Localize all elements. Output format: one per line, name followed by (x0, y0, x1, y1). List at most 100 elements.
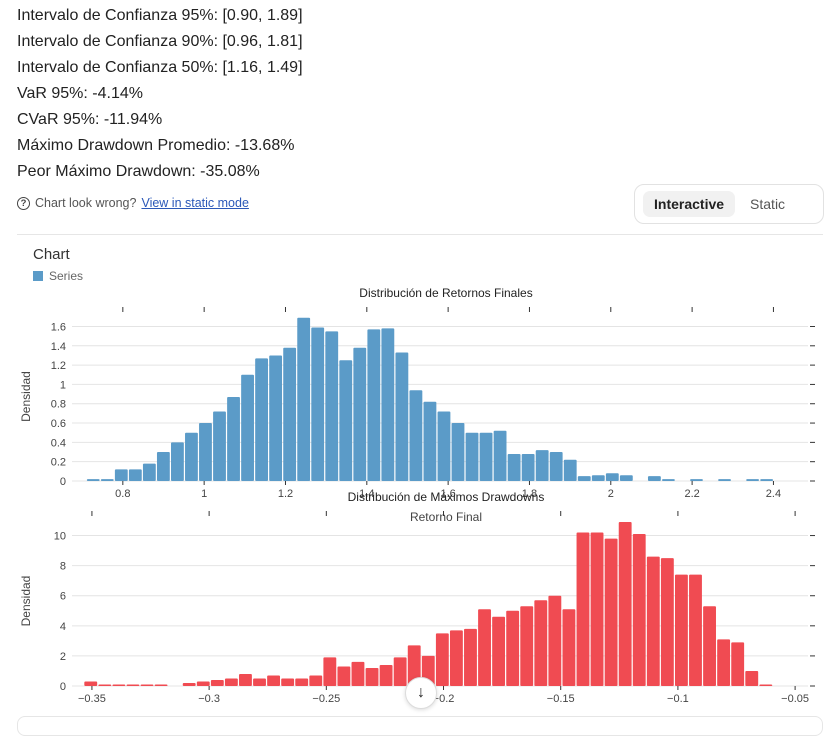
chart1-bar (255, 358, 269, 481)
chart2-ytick-label: 6 (60, 591, 66, 603)
chart2-ytick-label: 2 (60, 651, 66, 663)
chart2-bar (309, 675, 323, 686)
chart1-bar (521, 453, 535, 481)
chart1-bar (227, 396, 240, 481)
chart1-xtick-label: 0.8 (115, 488, 130, 500)
chart1-xtick-label: 1.2 (278, 488, 293, 500)
chart-panel-title: Chart (33, 246, 70, 263)
chart2-bar (646, 556, 660, 686)
chart1-bar (353, 347, 367, 481)
chart1-bar (269, 355, 283, 481)
chart1-ytick-label: 0 (60, 476, 66, 488)
chart1-bar (451, 423, 465, 481)
stat-worst-max-drawdown: Peor Máximo Drawdown: -35.08% (17, 163, 260, 180)
chart2-bar (295, 678, 309, 686)
chart2-bar (267, 675, 281, 686)
chart2-ylabel: Densidad (19, 576, 33, 627)
chart1-bar (156, 452, 170, 481)
chart1-bar (535, 450, 549, 481)
stat-ci-50: Intervalo de Confianza 50%: [1.16, 1.49] (17, 59, 303, 76)
chart1-xtick-label: 2 (608, 488, 614, 500)
chart2-bar (618, 522, 632, 686)
stat-ci-90: Intervalo de Confianza 90%: [0.96, 1.81] (17, 33, 303, 50)
chart2-ytick-label: 10 (54, 531, 66, 543)
stat-var-95: VaR 95%: -4.14% (17, 85, 143, 102)
arrow-down-icon: ↓ (417, 684, 425, 701)
chart-help-text: Chart look wrong? (35, 196, 137, 210)
chart2-xtick-label: −0.1 (667, 693, 689, 705)
chart1-bar (479, 432, 493, 481)
static-mode-button[interactable]: Static (750, 196, 786, 212)
chart2-bar (534, 600, 548, 686)
chart1-bar (746, 479, 760, 481)
chart2-bar (239, 673, 252, 686)
stat-ci-95: Intervalo de Confianza 95%: [0.90, 1.89] (17, 7, 303, 24)
scroll-down-button[interactable]: ↓ (405, 677, 437, 709)
chart2-bar (365, 667, 379, 686)
chart1-bar (241, 374, 254, 481)
chart1-bar (409, 390, 423, 481)
chart2-ytick-label: 8 (60, 561, 66, 573)
chart1-bar (185, 432, 198, 481)
chart1-bar (325, 331, 339, 481)
chart1-bar (591, 475, 605, 481)
chart1-bar (213, 411, 226, 481)
chart2-xtick-label: −0.05 (781, 693, 809, 705)
chart2-xtick-label: −0.35 (78, 693, 106, 705)
chart1-ytick-label: 0.6 (51, 418, 66, 430)
render-mode-toggle: Interactive Static (634, 184, 824, 224)
view-static-mode-link[interactable]: View in static mode (141, 196, 249, 210)
chart2-bar (731, 642, 745, 686)
chart1-bar (199, 423, 212, 481)
chart1-bar (465, 432, 479, 481)
chart1-bar (339, 360, 353, 481)
chart2-bar (323, 657, 337, 686)
chart2-bar (126, 684, 140, 686)
chart2-bar (379, 664, 393, 686)
chart-legend: Series (33, 269, 83, 283)
chart2-bar (98, 684, 112, 686)
chart2-bar (253, 678, 266, 686)
stat-cvar-95: CVaR 95%: -11.94% (17, 111, 163, 128)
chart2-ytick-label: 4 (60, 621, 66, 633)
chart2-ytick-label: 0 (60, 681, 66, 693)
chart2-bar (745, 670, 759, 686)
chart2-bar (548, 595, 562, 686)
chart2-bar (759, 684, 773, 686)
chart2-bar (478, 609, 491, 686)
chart1-bar (760, 479, 774, 481)
chart2-bar (435, 633, 449, 686)
chart2-xtick-label: −0.2 (433, 693, 455, 705)
chart1-bar (605, 473, 619, 481)
chart2-xtick-label: −0.3 (198, 693, 220, 705)
next-panel (17, 716, 823, 736)
statistics-summary: Intervalo de Confianza 95%: [0.90, 1.89]… (17, 3, 303, 185)
chart2-bar (407, 645, 421, 686)
chart1-ylabel: Densidad (19, 371, 33, 422)
chart2-bar (562, 609, 576, 686)
chart2-bar (84, 681, 98, 686)
interactive-mode-button[interactable]: Interactive (643, 191, 736, 217)
chart1-bar (114, 469, 128, 481)
chart1-xtick-label: 1.8 (522, 488, 537, 500)
question-circle-icon: ? (17, 196, 30, 210)
chart1-bar (100, 479, 114, 481)
chart2-bar (632, 534, 646, 686)
chart2-bar (281, 678, 295, 686)
chart2-title: Distribución de Máximos Drawdowns (348, 490, 545, 504)
chart1-bar (549, 452, 563, 481)
chart1-bar (297, 317, 311, 481)
chart1-xlabel: Retorno Final (410, 510, 482, 524)
chart1-bar (718, 479, 731, 481)
chart2-bar (393, 657, 407, 686)
chart2-bar (196, 681, 210, 686)
chart2-bar (464, 628, 477, 686)
chart2-bar (140, 684, 154, 686)
chart1-bar (577, 476, 591, 481)
chart2-bar (674, 574, 688, 686)
chart1-ytick-label: 1.2 (51, 360, 66, 372)
chart1-ytick-label: 1 (60, 379, 66, 391)
chart2-bar (520, 606, 534, 686)
chart1-bar (662, 479, 675, 481)
